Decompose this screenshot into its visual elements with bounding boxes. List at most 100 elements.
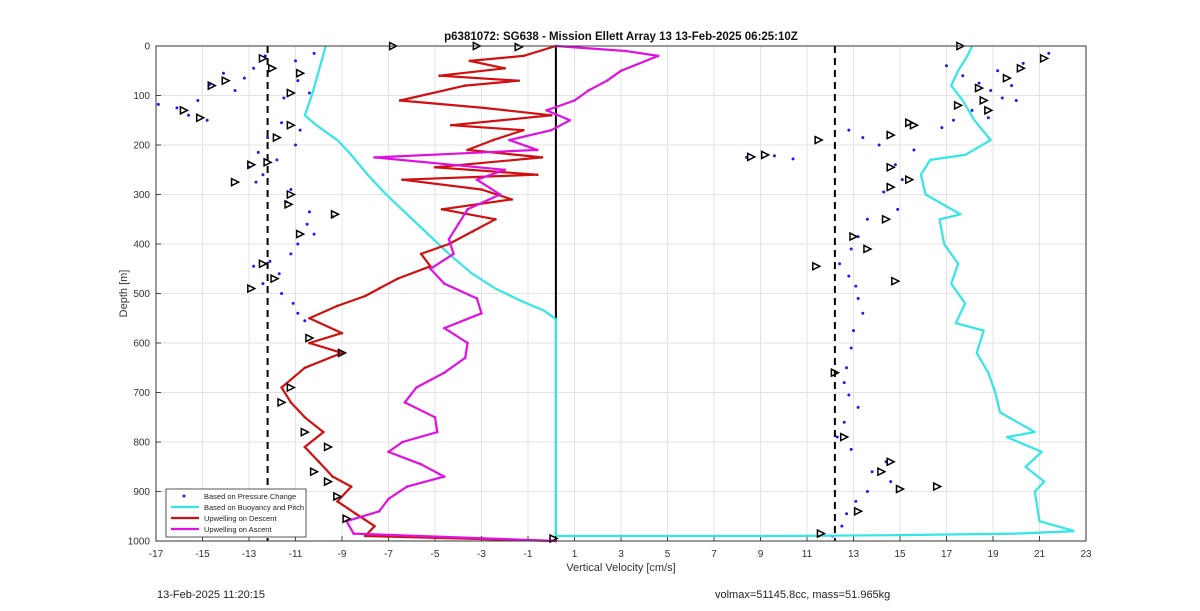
x-tick-label: -13 (242, 549, 257, 560)
pressure-change-point (261, 282, 265, 286)
triangle-marker (877, 466, 887, 477)
line-vertex-point (480, 188, 483, 191)
line-vertex-point (463, 356, 467, 360)
triangle-marker (247, 283, 257, 294)
triangle-marker (853, 506, 864, 517)
line-vertex-point (377, 287, 381, 290)
x-tick-label: -9 (338, 549, 347, 560)
pressure-change-point (856, 405, 860, 409)
line-vertex-point (415, 386, 418, 389)
line-vertex-point (303, 366, 307, 370)
line-vertex-point (401, 440, 404, 444)
pressure-change-point (989, 89, 993, 93)
line-vertex-point (508, 138, 511, 142)
pressure-change-point (187, 113, 191, 117)
pressure-change-point (842, 420, 846, 424)
pressure-change-point (854, 284, 858, 288)
y-tick-label: 200 (133, 141, 150, 152)
line-vertex-point (429, 264, 432, 268)
line-vertex-point (482, 106, 486, 110)
y-tick-label: 0 (144, 42, 150, 53)
series-line (303, 45, 558, 536)
line-vertex-point (456, 222, 460, 226)
line-vertex-point (377, 510, 381, 513)
triangle-marker (333, 491, 343, 502)
triangle-marker (830, 367, 841, 378)
triangle-marker (886, 457, 896, 467)
line-vertex-point (443, 475, 446, 478)
triangle-marker (1002, 73, 1013, 83)
triangle-marker (258, 53, 269, 64)
pressure-change-point (849, 346, 853, 350)
line-vertex-point (440, 208, 444, 211)
pressure-change-point (970, 108, 974, 112)
line-vertex-point (336, 304, 339, 308)
line-vertex-point (373, 156, 376, 159)
legend: Based on Pressure Change Based on Buoyanc… (165, 488, 307, 538)
pressure-change-point (842, 381, 846, 385)
line-vertex-point (549, 128, 553, 132)
line-vertex-point (436, 430, 439, 434)
pressure-change-point (961, 74, 965, 78)
triangle-marker (263, 157, 273, 168)
footer-timestamp: 13-Feb-2025 11:20:15 (157, 589, 266, 601)
triangle-marker (268, 63, 278, 73)
triangle-marker (309, 466, 320, 477)
pressure-change-point (254, 180, 258, 184)
triangle-marker (207, 80, 217, 91)
pressure-change-point (861, 136, 865, 140)
y-tick-label: 1000 (128, 537, 151, 548)
triangle-marker (337, 348, 348, 358)
triangle-marker (330, 209, 341, 220)
pressure-change-point (870, 470, 874, 474)
triangle-marker (258, 259, 269, 269)
pressure-change-point (268, 259, 272, 263)
pressure-change-point (294, 59, 297, 63)
triangle-marker (979, 95, 989, 106)
pressure-change-point (242, 76, 246, 80)
line-vertex-point (403, 401, 407, 404)
line-vertex-point (363, 294, 367, 298)
pressure-change-point (986, 116, 990, 120)
pressure-change-point (940, 126, 944, 130)
triangle-marker (1016, 63, 1027, 73)
triangle-marker (277, 397, 287, 408)
line-vertex-point (475, 178, 479, 181)
triangle-marker (816, 528, 827, 539)
x-tick-label: 21 (1034, 549, 1046, 560)
line-vertex-point (470, 230, 474, 233)
line-vertex-point (303, 415, 307, 419)
pressure-change-point (835, 435, 839, 439)
triangle-marker (984, 105, 994, 116)
chart-title: p6381072: SG638 - Mission Ellett Array 1… (444, 31, 798, 43)
line-vertex-point (405, 485, 409, 488)
pressure-change-point (1010, 84, 1014, 88)
triangle-marker (286, 382, 297, 393)
pressure-change-point (296, 79, 300, 83)
x-tick-label: 13 (848, 549, 860, 560)
pressure-change-point (282, 96, 286, 100)
pressure-change-point (1021, 61, 1025, 65)
triangle-marker (1039, 53, 1050, 64)
pressure-change-point (156, 102, 160, 106)
line-vertex-point (491, 138, 495, 142)
legend-entry-label: Upwelling on Descent (204, 514, 277, 523)
triangle-marker (272, 132, 283, 143)
x-tick-label: 15 (894, 549, 906, 560)
legend-entry-label: Based on Buoyancy and Pitch (204, 503, 304, 512)
line-vertex-point (350, 485, 353, 488)
pressure-change-point (289, 188, 293, 192)
line-vertex-point (398, 99, 402, 102)
y-axis-label: Depth [m] (118, 270, 130, 318)
triangle-marker (886, 182, 896, 192)
triangle-marker (286, 189, 297, 200)
line-vertex-point (468, 59, 472, 63)
line-vertex-point (331, 475, 335, 478)
line-vertex-point (573, 99, 576, 102)
pressure-change-point (298, 128, 302, 132)
line-vertex-point (466, 208, 469, 211)
triangle-marker (932, 481, 943, 492)
pressure-change-point (289, 252, 293, 256)
line-vertex-point (540, 156, 544, 159)
triangle-marker (839, 432, 850, 442)
